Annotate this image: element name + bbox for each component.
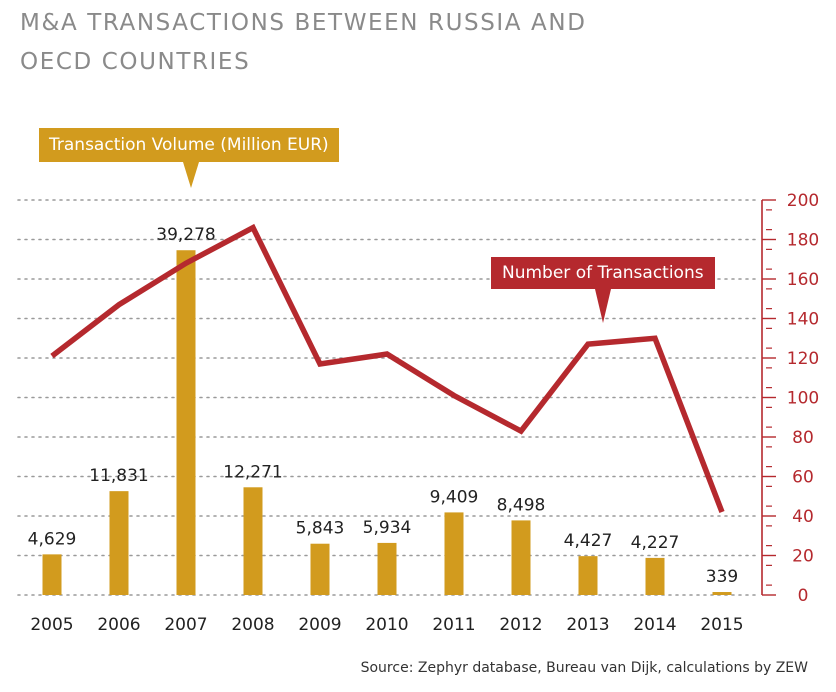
x-tick-label: 2013 <box>566 615 609 635</box>
volume-bar <box>310 543 330 595</box>
volume-bar <box>511 520 531 595</box>
transactions-line <box>50 223 725 514</box>
x-tick-label: 2008 <box>231 615 274 635</box>
right-axis-tick-label: 180 <box>787 231 819 251</box>
volume-bar-label: 5,843 <box>296 519 345 539</box>
right-axis-tick-label: 100 <box>787 389 819 409</box>
volume-bar <box>109 491 129 595</box>
volume-bar-label: 11,831 <box>89 466 148 486</box>
x-tick-label: 2012 <box>499 615 542 635</box>
volume-bar <box>578 556 598 595</box>
volume-bar-label: 4,427 <box>564 531 613 551</box>
volume-bar <box>377 542 397 595</box>
volume-bar-label: 8,498 <box>497 495 546 515</box>
x-tick-label: 2006 <box>97 615 140 635</box>
source-note: Source: Zephyr database, Bureau van Dijk… <box>360 660 808 676</box>
x-tick-label: 2007 <box>164 615 207 635</box>
volume-bar <box>243 487 263 595</box>
right-axis-tick-label: 160 <box>787 270 819 290</box>
x-tick-label: 2014 <box>633 615 676 635</box>
x-tick-label: 2010 <box>365 615 408 635</box>
right-axis-tick-label: 20 <box>792 547 814 567</box>
volume-bar <box>712 592 732 595</box>
volume-bar-label: 4,227 <box>631 533 680 553</box>
chart-title: M&A TRANSACTIONS BETWEEN RUSSIA AND OECD… <box>20 10 587 75</box>
volume-bar <box>42 554 62 595</box>
volume-bar-label: 339 <box>706 567 738 587</box>
x-tick-label: 2005 <box>30 615 73 635</box>
transactions-legend-tag: Number of Transactions <box>491 257 715 323</box>
right-axis-tick-label: 40 <box>792 507 814 527</box>
volume-bar <box>444 512 464 595</box>
volume-bar-label: 9,409 <box>430 487 479 507</box>
volume-legend-tag: Transaction Volume (Million EUR) <box>39 128 339 188</box>
volume-bar <box>176 250 196 595</box>
right-axis-tick-label: 80 <box>792 428 814 448</box>
x-tick-label: 2015 <box>700 615 743 635</box>
volume-bar <box>645 557 665 595</box>
x-tick-label: 2011 <box>432 615 475 635</box>
volume-bar-label: 4,629 <box>28 529 77 549</box>
right-axis-tick-label: 200 <box>787 191 819 211</box>
right-axis-tick-label: 120 <box>787 349 819 369</box>
right-axis-tick-label: 140 <box>787 310 819 330</box>
right-axis-tick-label: 60 <box>792 468 814 488</box>
volume-bar-label: 39,278 <box>156 225 215 245</box>
right-axis-tick-label: 0 <box>798 586 809 606</box>
volume-bar-label: 5,934 <box>363 518 412 538</box>
volume-bar-label: 12,271 <box>223 462 282 482</box>
x-tick-label: 2009 <box>298 615 341 635</box>
